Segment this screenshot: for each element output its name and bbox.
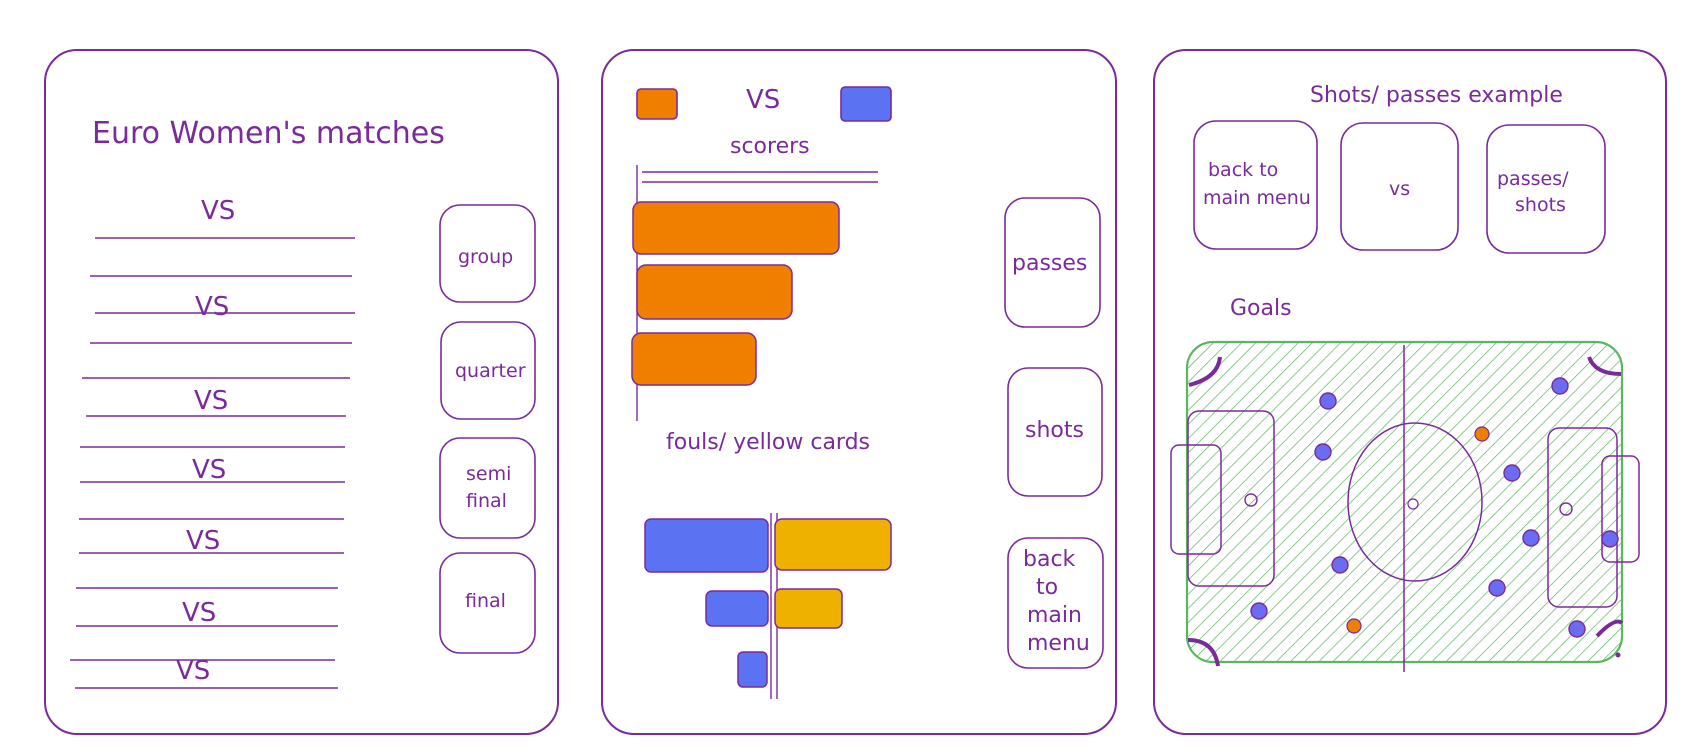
svg-text:main menu: main menu [1203,187,1311,209]
svg-text:to: to [1036,575,1058,600]
fouls-bar-yellow-1 [774,518,892,571]
player-marker-blue [1568,620,1586,638]
player-marker-blue [1250,602,1268,620]
player-marker-blue [1551,377,1569,395]
scorers-chart [631,165,878,421]
corner-arc-bottom-right [1595,619,1624,638]
scorers-heading: scorers [730,134,810,159]
right-goal-area [1601,455,1640,563]
passes-button[interactable]: passes [1004,197,1101,328]
svg-text:group: group [458,246,513,268]
player-marker-blue [1601,530,1619,548]
svg-text:shots: shots [1025,418,1084,443]
player-marker-blue [1488,579,1506,597]
left-penalty-spot [1244,493,1258,507]
back-to-main-menu-button[interactable]: back to main menu [1007,537,1104,669]
match-list: VS VS VS VS VS VS VS [70,196,355,689]
pitch-center-spot [1407,498,1419,510]
svg-text:back: back [1023,547,1076,572]
fouls-heading: fouls/ yellow cards [666,430,870,455]
pitch-center-circle [1347,422,1483,582]
corner-arc-top-right [1587,356,1622,376]
shots-passes-title: Shots/ passes example [1310,83,1563,108]
team-a-color-swatch [636,88,678,120]
svg-text:shots: shots [1515,194,1566,216]
match-vs-3[interactable]: VS [194,386,228,416]
fouls-chart [644,513,892,699]
match-vs-2[interactable]: VS [195,292,229,322]
player-marker-blue [1503,464,1521,482]
player-marker-blue [1522,529,1540,547]
svg-text:main: main [1027,603,1082,628]
team-b-color-swatch [840,86,892,122]
svg-text:final: final [466,490,507,512]
shots-button[interactable]: shots [1007,367,1103,497]
screen-stats-panel [601,49,1117,735]
stage-filter-semi-final[interactable]: semi final [439,437,536,539]
svg-text:back to: back to [1208,159,1278,181]
player-marker-blue [1319,392,1337,410]
matchup-vs-heading: VS [746,85,780,115]
match-vs-6[interactable]: VS [182,598,216,628]
svg-text:passes/: passes/ [1497,168,1569,190]
fouls-bar-team-b-1 [644,518,769,573]
left-penalty-area [1187,410,1275,587]
player-marker-orange [1346,618,1362,634]
scorers-bar-3 [631,332,757,386]
svg-text:menu: menu [1027,631,1090,656]
goals-label: Goals [1230,296,1292,321]
stage-filter-group[interactable]: group [439,204,536,303]
match-vs-7[interactable]: VS [176,656,210,686]
svg-text:final: final [465,590,506,612]
fouls-bar-team-b-3 [737,651,768,688]
svg-text:semi: semi [466,463,511,485]
soccer-pitch [1170,340,1640,672]
stage-filter-final[interactable]: final [439,552,536,654]
screen-pitch-panel [1153,49,1667,735]
svg-text:quarter: quarter [455,360,526,382]
match-vs-5[interactable]: VS [186,526,220,556]
screen-matches-panel [44,49,559,735]
scorers-bar-2 [636,264,793,320]
match-vs-1[interactable]: VS [201,196,235,226]
fouls-bar-yellow-2 [774,588,843,629]
svg-text:passes: passes [1012,251,1087,276]
right-penalty-spot [1559,502,1573,516]
scorers-bar-1 [632,201,840,255]
corner-dot-bottom-right [1615,652,1621,658]
player-marker-orange [1474,426,1490,442]
match-vs-4[interactable]: VS [192,455,226,485]
left-goal-area [1170,444,1222,555]
player-marker-blue [1314,443,1332,461]
fouls-bar-team-b-2 [705,590,769,627]
svg-text:vs: vs [1389,178,1410,200]
stage-filter-quarter[interactable]: quarter [440,321,536,420]
corner-arc-top-left [1188,356,1222,387]
pitch-vs-button[interactable]: vs [1340,122,1459,251]
player-marker-blue [1331,556,1349,574]
corner-arc-bottom-left [1187,638,1220,667]
pitch-passes-shots-button[interactable]: passes/ shots [1486,124,1606,254]
right-penalty-area [1547,427,1618,608]
page-title: Euro Women's matches [92,116,445,151]
pitch-back-to-main-menu-button[interactable]: back to main menu [1193,120,1318,250]
